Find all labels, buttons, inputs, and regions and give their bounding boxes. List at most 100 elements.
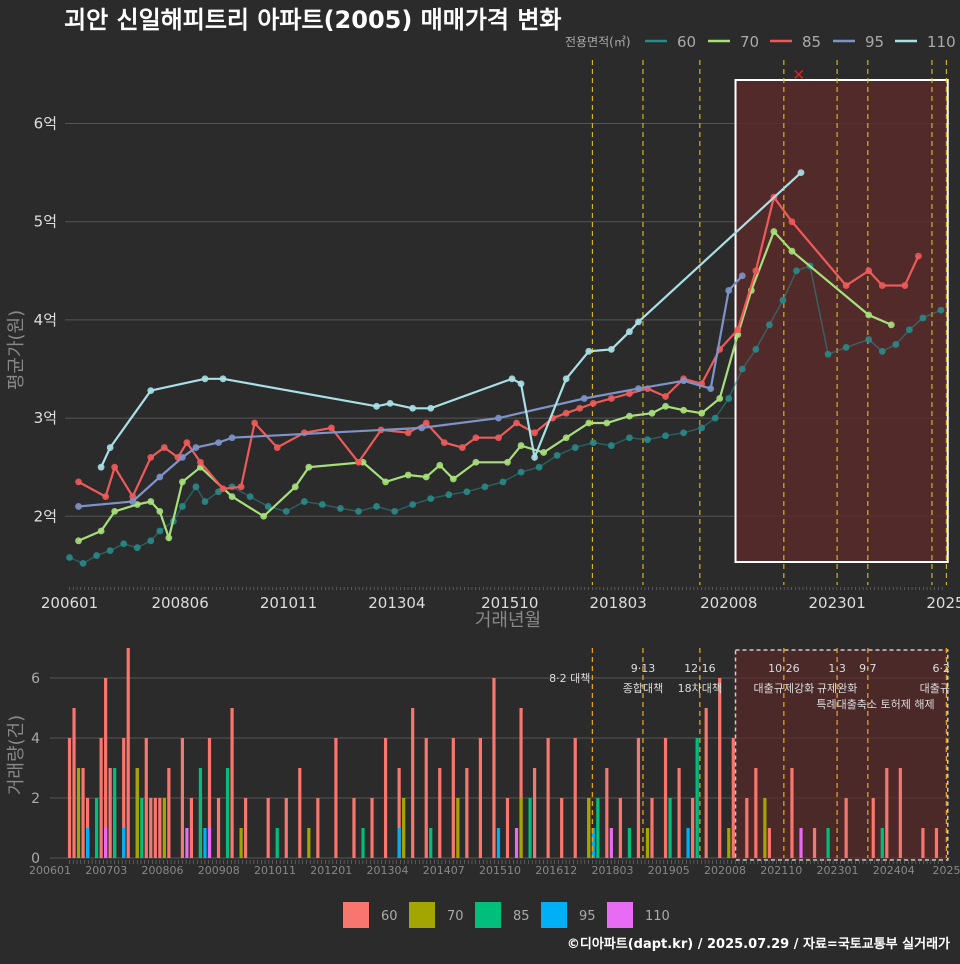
policy-label: 9·13 — [631, 662, 656, 675]
legend-box-label-60: 60 — [381, 909, 398, 924]
bar-85 — [226, 768, 229, 858]
bar-60 — [452, 738, 455, 858]
series-point-110 — [202, 375, 209, 382]
bar-60 — [465, 768, 468, 858]
legend-label-60: 60 — [677, 33, 696, 51]
series-point-70 — [111, 508, 118, 515]
bottom-x-tick-label: 202301 — [817, 864, 859, 877]
bar-70 — [239, 828, 242, 858]
bottom-x-tick-label: 201201 — [310, 864, 352, 877]
bar-60 — [506, 798, 509, 858]
series-point-85 — [752, 267, 759, 274]
series-point-85 — [147, 454, 154, 461]
series-point-85 — [576, 405, 583, 412]
series-point-85 — [220, 485, 227, 492]
bar-110 — [208, 828, 211, 858]
series-point-110 — [635, 318, 642, 325]
series-point-110 — [107, 444, 114, 451]
series-point-60 — [725, 395, 732, 402]
top-x-tick-label: 201803 — [589, 594, 646, 612]
series-point-85 — [472, 434, 479, 441]
bar-70 — [646, 828, 649, 858]
series-point-110 — [409, 405, 416, 412]
top-x-tick-label: 200601 — [41, 594, 98, 612]
top-y-axis-label: 평균가(원) — [6, 310, 27, 390]
legend-title: 전용면적(㎡) — [565, 35, 631, 49]
bottom-y-axis-label: 거래량(건) — [6, 715, 27, 795]
legend-box-label-70: 70 — [447, 909, 464, 924]
series-point-60 — [793, 267, 800, 274]
series-point-70 — [680, 407, 687, 414]
top-y-tick-label: 5억 — [34, 213, 57, 231]
series-point-110 — [220, 375, 227, 382]
series-point-70 — [436, 462, 443, 469]
bar-60 — [899, 768, 902, 858]
bar-60 — [745, 798, 748, 858]
bar-95 — [687, 828, 690, 858]
bar-85 — [113, 768, 116, 858]
bottom-x-tick-label: 202110 — [760, 864, 802, 877]
bar-95 — [86, 828, 89, 858]
series-point-60 — [938, 307, 945, 314]
series-point-110 — [608, 346, 615, 353]
series-point-85 — [102, 493, 109, 500]
bottom-x-tick-label: 201304 — [367, 864, 409, 877]
series-point-70 — [260, 513, 267, 520]
series-point-60 — [536, 464, 543, 471]
series-point-85 — [111, 464, 118, 471]
series-point-60 — [920, 315, 927, 322]
bar-110 — [185, 828, 188, 858]
bar-60 — [334, 738, 337, 858]
bar-60 — [145, 738, 148, 858]
bar-60 — [718, 678, 721, 858]
top-y-tick-label: 2억 — [34, 507, 57, 525]
source-credit: ©디아파트(dapt.kr) / 2025.07.29 / 자료=국토교통부 실… — [567, 936, 950, 952]
bottom-x-tick-label: 202008 — [704, 864, 746, 877]
series-point-60 — [391, 508, 398, 515]
series-point-85 — [441, 439, 448, 446]
series-point-60 — [698, 425, 705, 432]
series-point-60 — [752, 346, 759, 353]
bar-60 — [790, 768, 793, 858]
series-point-85 — [608, 395, 615, 402]
series-point-60 — [662, 432, 669, 439]
series-point-60 — [427, 495, 434, 502]
series-point-70 — [229, 493, 236, 500]
series-point-60 — [766, 321, 773, 328]
series-point-95 — [156, 474, 163, 481]
series-point-110 — [585, 348, 592, 355]
bar-60 — [492, 678, 495, 858]
top-x-tick-label: 2025 — [926, 594, 960, 612]
bar-60 — [109, 768, 112, 858]
series-point-60 — [500, 479, 507, 486]
bar-70 — [456, 798, 459, 858]
series-point-70 — [716, 395, 723, 402]
bar-110 — [515, 828, 518, 858]
bar-70 — [763, 798, 766, 858]
bar-60 — [664, 738, 667, 858]
bar-60 — [370, 798, 373, 858]
legend-box-110 — [607, 902, 633, 928]
bar-60 — [637, 738, 640, 858]
series-point-85 — [161, 444, 168, 451]
bar-60 — [100, 738, 103, 858]
series-point-60 — [120, 540, 127, 547]
series-point-70 — [423, 474, 430, 481]
series-point-60 — [373, 503, 380, 510]
policy-label: 1·3 — [828, 662, 846, 675]
policy-label: 12·16 — [684, 662, 716, 675]
series-point-60 — [590, 439, 597, 446]
bar-70 — [163, 798, 166, 858]
series-point-85 — [251, 420, 258, 427]
series-point-85 — [405, 429, 412, 436]
bar-60 — [691, 798, 694, 858]
bar-70 — [136, 768, 139, 858]
bar-60 — [298, 768, 301, 858]
legend-box-70 — [409, 902, 435, 928]
series-point-85 — [843, 282, 850, 289]
legend-box-60 — [343, 902, 369, 928]
policy-label-sub: 종합대책 — [623, 682, 663, 695]
bar-85 — [881, 828, 884, 858]
policy-label-sub: 대출규제강화 — [753, 682, 814, 695]
